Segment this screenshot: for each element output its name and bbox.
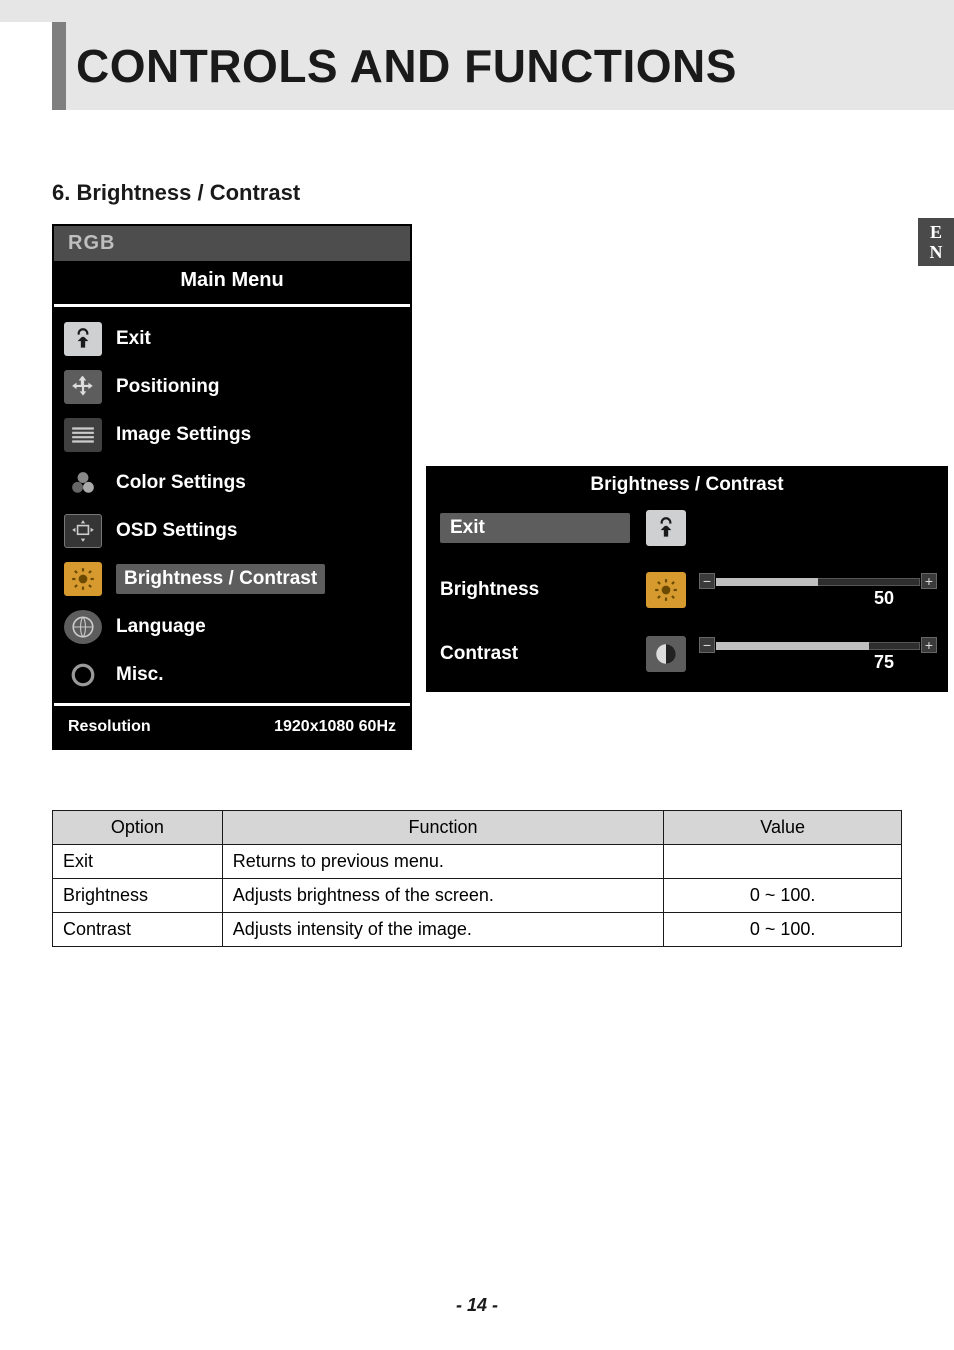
submenu-row-exit[interactable]: Exit: [426, 504, 948, 564]
osd-items: Exit Positioning Image Settings: [54, 307, 410, 703]
table-header: Option: [53, 811, 223, 845]
page-title: CONTROLS AND FUNCTIONS: [76, 39, 737, 93]
osd-item-label: OSD Settings: [116, 520, 237, 542]
brightness-icon: [64, 562, 102, 596]
osd-wrap: RGB Main Menu Exit Positioning: [52, 224, 902, 804]
table-header: Function: [222, 811, 663, 845]
osd-item-language[interactable]: Language: [64, 603, 400, 651]
osd-settings-icon: [64, 514, 102, 548]
osd-item-color-settings[interactable]: Color Settings: [64, 459, 400, 507]
osd-item-label: Language: [116, 616, 206, 638]
submenu-row-brightness[interactable]: Brightness − + 50: [426, 564, 948, 628]
submenu-label: Contrast: [440, 643, 630, 665]
language-icon: [64, 610, 102, 644]
slider-fill: [716, 642, 869, 650]
header-top-bar: [0, 0, 954, 22]
table-row: Contrast Adjusts intensity of the image.…: [53, 913, 902, 947]
osd-item-label: Misc.: [116, 664, 164, 686]
slider-value: 75: [854, 652, 914, 673]
slider-minus-icon[interactable]: −: [699, 573, 715, 589]
osd-main-menu: RGB Main Menu Exit Positioning: [52, 224, 412, 750]
page-header: CONTROLS AND FUNCTIONS: [0, 0, 954, 160]
table-cell: [664, 845, 902, 879]
osd-item-image-settings[interactable]: Image Settings: [64, 411, 400, 459]
table-cell: Adjusts brightness of the screen.: [222, 879, 663, 913]
osd-item-label: Positioning: [116, 376, 219, 398]
language-tab: EN: [918, 218, 954, 266]
table-row: Brightness Adjusts brightness of the scr…: [53, 879, 902, 913]
osd-item-label: Brightness / Contrast: [116, 564, 325, 594]
title-strip: CONTROLS AND FUNCTIONS: [52, 22, 954, 110]
slider-value: 50: [854, 588, 914, 609]
osd-item-label: Color Settings: [116, 472, 246, 494]
title-accent-bar: [52, 22, 66, 110]
osd-item-misc[interactable]: Misc.: [64, 651, 400, 699]
osd-footer: Resolution 1920x1080 60Hz: [54, 706, 410, 748]
table-cell: Brightness: [53, 879, 223, 913]
osd-submenu-title: Brightness / Contrast: [426, 466, 948, 504]
slider-plus-icon[interactable]: +: [921, 637, 937, 653]
table-header: Value: [664, 811, 902, 845]
osd-submenu: Brightness / Contrast Exit Brightness − …: [426, 466, 948, 692]
osd-item-osd-settings[interactable]: OSD Settings: [64, 507, 400, 555]
content-area: 6. Brightness / Contrast RGB Main Menu E…: [0, 180, 954, 947]
osd-item-exit[interactable]: Exit: [64, 315, 400, 363]
osd-item-brightness-contrast[interactable]: Brightness / Contrast: [64, 555, 400, 603]
osd-footer-left: Resolution: [68, 718, 151, 736]
osd-input-label: RGB: [54, 226, 410, 261]
table-row: Exit Returns to previous menu.: [53, 845, 902, 879]
osd-item-label: Image Settings: [116, 424, 251, 446]
osd-footer-right: 1920x1080 60Hz: [274, 718, 396, 736]
slider-fill: [716, 578, 818, 586]
table-header-row: Option Function Value: [53, 811, 902, 845]
osd-item-positioning[interactable]: Positioning: [64, 363, 400, 411]
submenu-label: Exit: [440, 513, 630, 543]
table-cell: Adjusts intensity of the image.: [222, 913, 663, 947]
color-settings-icon: [64, 466, 102, 500]
positioning-icon: [64, 370, 102, 404]
table-cell: Contrast: [53, 913, 223, 947]
slider-minus-icon[interactable]: −: [699, 637, 715, 653]
page-number: - 14 -: [0, 1295, 954, 1316]
slider-plus-icon[interactable]: +: [921, 573, 937, 589]
exit-icon: [646, 510, 686, 546]
image-settings-icon: [64, 418, 102, 452]
brightness-icon: [646, 572, 686, 608]
section-heading: 6. Brightness / Contrast: [52, 180, 902, 206]
contrast-slider[interactable]: − + 75: [702, 634, 934, 674]
submenu-row-contrast[interactable]: Contrast − + 75: [426, 628, 948, 692]
table-cell: 0 ~ 100.: [664, 913, 902, 947]
osd-main-title: Main Menu: [54, 261, 410, 304]
exit-icon: [64, 322, 102, 356]
table-cell: 0 ~ 100.: [664, 879, 902, 913]
brightness-slider[interactable]: − + 50: [702, 570, 934, 610]
submenu-label: Brightness: [440, 579, 630, 601]
contrast-icon: [646, 636, 686, 672]
options-table: Option Function Value Exit Returns to pr…: [52, 810, 902, 947]
table-cell: Returns to previous menu.: [222, 845, 663, 879]
table-cell: Exit: [53, 845, 223, 879]
osd-item-label: Exit: [116, 328, 151, 350]
misc-icon: [64, 658, 102, 692]
